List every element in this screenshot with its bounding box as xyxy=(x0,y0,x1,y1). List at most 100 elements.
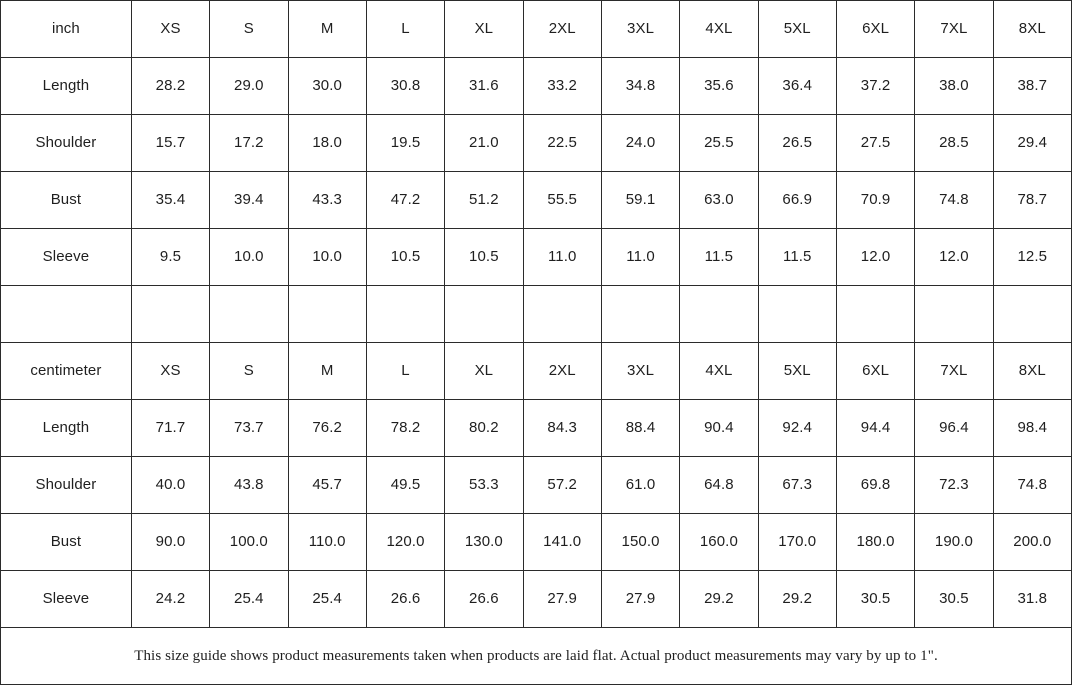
row-label-sleeve-inch: Sleeve xyxy=(0,228,132,286)
size-header-cm-5xl: 5XL xyxy=(757,342,837,400)
cell-bust-inch-xs: 35.4 xyxy=(130,171,211,229)
cell-length-cm-6xl: 94.4 xyxy=(835,399,916,457)
cell-bust-cm-5xl: 170.0 xyxy=(757,513,837,571)
cell-shoulder-inch-2xl: 22.5 xyxy=(522,114,602,172)
unit-header-row-centimeter: centimeter XS S M L XL 2XL 3XL 4XL 5XL 6… xyxy=(0,342,1072,400)
cell-sleeve-cm-s: 25.4 xyxy=(209,570,289,628)
cell-bust-inch-4xl: 63.0 xyxy=(679,171,759,229)
cell-sleeve-cm-l: 26.6 xyxy=(365,570,446,628)
cell-sleeve-cm-2xl: 27.9 xyxy=(522,570,602,628)
cell-length-cm-5xl: 92.4 xyxy=(757,399,837,457)
cell-sleeve-inch-5xl: 11.5 xyxy=(757,228,837,286)
cell-sleeve-inch-m: 10.0 xyxy=(287,228,367,286)
cell-bust-inch-6xl: 70.9 xyxy=(835,171,916,229)
table-row: Length 28.2 29.0 30.0 30.8 31.6 33.2 34.… xyxy=(0,57,1072,115)
cell-length-inch-3xl: 34.8 xyxy=(600,57,681,115)
row-label-length-cm: Length xyxy=(0,399,132,457)
spacer-cell xyxy=(835,285,916,343)
cell-bust-inch-7xl: 74.8 xyxy=(914,171,994,229)
cell-bust-cm-4xl: 160.0 xyxy=(679,513,759,571)
cell-sleeve-cm-m: 25.4 xyxy=(287,570,367,628)
cell-length-cm-s: 73.7 xyxy=(209,399,289,457)
cell-sleeve-inch-xs: 9.5 xyxy=(130,228,211,286)
cell-sleeve-inch-8xl: 12.5 xyxy=(992,228,1072,286)
cell-length-inch-6xl: 37.2 xyxy=(835,57,916,115)
cell-length-cm-7xl: 96.4 xyxy=(914,399,994,457)
cell-sleeve-cm-3xl: 27.9 xyxy=(600,570,681,628)
size-header-cm-l: L xyxy=(365,342,446,400)
cell-shoulder-cm-m: 45.7 xyxy=(287,456,367,514)
cell-shoulder-inch-6xl: 27.5 xyxy=(835,114,916,172)
row-label-shoulder-cm: Shoulder xyxy=(0,456,132,514)
unit-label-inch: inch xyxy=(0,0,132,58)
cell-shoulder-cm-s: 43.8 xyxy=(209,456,289,514)
spacer-cell xyxy=(914,285,994,343)
cell-sleeve-cm-7xl: 30.5 xyxy=(914,570,994,628)
cell-sleeve-inch-3xl: 11.0 xyxy=(600,228,681,286)
cell-bust-cm-s: 100.0 xyxy=(209,513,289,571)
cell-shoulder-cm-3xl: 61.0 xyxy=(600,456,681,514)
size-header-3xl: 3XL xyxy=(600,0,681,58)
size-header-cm-xs: XS xyxy=(130,342,211,400)
row-label-bust-inch: Bust xyxy=(0,171,132,229)
size-header-7xl: 7XL xyxy=(914,0,994,58)
cell-bust-cm-xl: 130.0 xyxy=(444,513,524,571)
size-header-cm-3xl: 3XL xyxy=(600,342,681,400)
cell-length-cm-m: 76.2 xyxy=(287,399,367,457)
cell-length-cm-xl: 80.2 xyxy=(444,399,524,457)
table-row: Bust 35.4 39.4 43.3 47.2 51.2 55.5 59.1 … xyxy=(0,171,1072,229)
size-header-xs: XS xyxy=(130,0,211,58)
cell-shoulder-cm-2xl: 57.2 xyxy=(522,456,602,514)
cell-length-inch-s: 29.0 xyxy=(209,57,289,115)
cell-bust-inch-2xl: 55.5 xyxy=(522,171,602,229)
size-header-l: L xyxy=(365,0,446,58)
cell-shoulder-inch-3xl: 24.0 xyxy=(600,114,681,172)
table-row: Sleeve 24.2 25.4 25.4 26.6 26.6 27.9 27.… xyxy=(0,570,1072,628)
cell-length-inch-7xl: 38.0 xyxy=(914,57,994,115)
spacer-cell xyxy=(992,285,1072,343)
table-row: Shoulder 15.7 17.2 18.0 19.5 21.0 22.5 2… xyxy=(0,114,1072,172)
cell-shoulder-inch-7xl: 28.5 xyxy=(914,114,994,172)
cell-shoulder-inch-xs: 15.7 xyxy=(130,114,211,172)
size-header-5xl: 5XL xyxy=(757,0,837,58)
cell-bust-cm-xs: 90.0 xyxy=(130,513,211,571)
cell-length-cm-8xl: 98.4 xyxy=(992,399,1072,457)
table-row: Shoulder 40.0 43.8 45.7 49.5 53.3 57.2 6… xyxy=(0,456,1072,514)
cell-length-cm-4xl: 90.4 xyxy=(679,399,759,457)
size-header-cm-7xl: 7XL xyxy=(914,342,994,400)
spacer-cell xyxy=(365,285,446,343)
cell-length-inch-2xl: 33.2 xyxy=(522,57,602,115)
table-row: Length 71.7 73.7 76.2 78.2 80.2 84.3 88.… xyxy=(0,399,1072,457)
cell-length-inch-8xl: 38.7 xyxy=(992,57,1072,115)
table-row: Sleeve 9.5 10.0 10.0 10.5 10.5 11.0 11.0… xyxy=(0,228,1072,286)
row-label-bust-cm: Bust xyxy=(0,513,132,571)
spacer-cell xyxy=(679,285,759,343)
cell-bust-cm-7xl: 190.0 xyxy=(914,513,994,571)
cell-shoulder-cm-8xl: 74.8 xyxy=(992,456,1072,514)
size-header-cm-8xl: 8XL xyxy=(992,342,1072,400)
cell-sleeve-inch-7xl: 12.0 xyxy=(914,228,994,286)
cell-length-cm-3xl: 88.4 xyxy=(600,399,681,457)
cell-shoulder-inch-4xl: 25.5 xyxy=(679,114,759,172)
size-guide-footnote: This size guide shows product measuremen… xyxy=(0,627,1072,685)
cell-bust-inch-xl: 51.2 xyxy=(444,171,524,229)
cell-bust-cm-l: 120.0 xyxy=(365,513,446,571)
spacer-cell xyxy=(522,285,602,343)
row-label-shoulder-inch: Shoulder xyxy=(0,114,132,172)
size-header-cm-4xl: 4XL xyxy=(679,342,759,400)
footnote-row: This size guide shows product measuremen… xyxy=(0,627,1072,685)
cell-length-inch-l: 30.8 xyxy=(365,57,446,115)
unit-label-centimeter: centimeter xyxy=(0,342,132,400)
cell-length-inch-5xl: 36.4 xyxy=(757,57,837,115)
size-header-s: S xyxy=(209,0,289,58)
spacer-cell xyxy=(757,285,837,343)
section-spacer-row xyxy=(0,285,1072,343)
cell-shoulder-cm-7xl: 72.3 xyxy=(914,456,994,514)
cell-shoulder-inch-5xl: 26.5 xyxy=(757,114,837,172)
cell-length-inch-m: 30.0 xyxy=(287,57,367,115)
cell-shoulder-cm-xl: 53.3 xyxy=(444,456,524,514)
spacer-cell xyxy=(600,285,681,343)
cell-bust-cm-m: 110.0 xyxy=(287,513,367,571)
size-header-8xl: 8XL xyxy=(992,0,1072,58)
